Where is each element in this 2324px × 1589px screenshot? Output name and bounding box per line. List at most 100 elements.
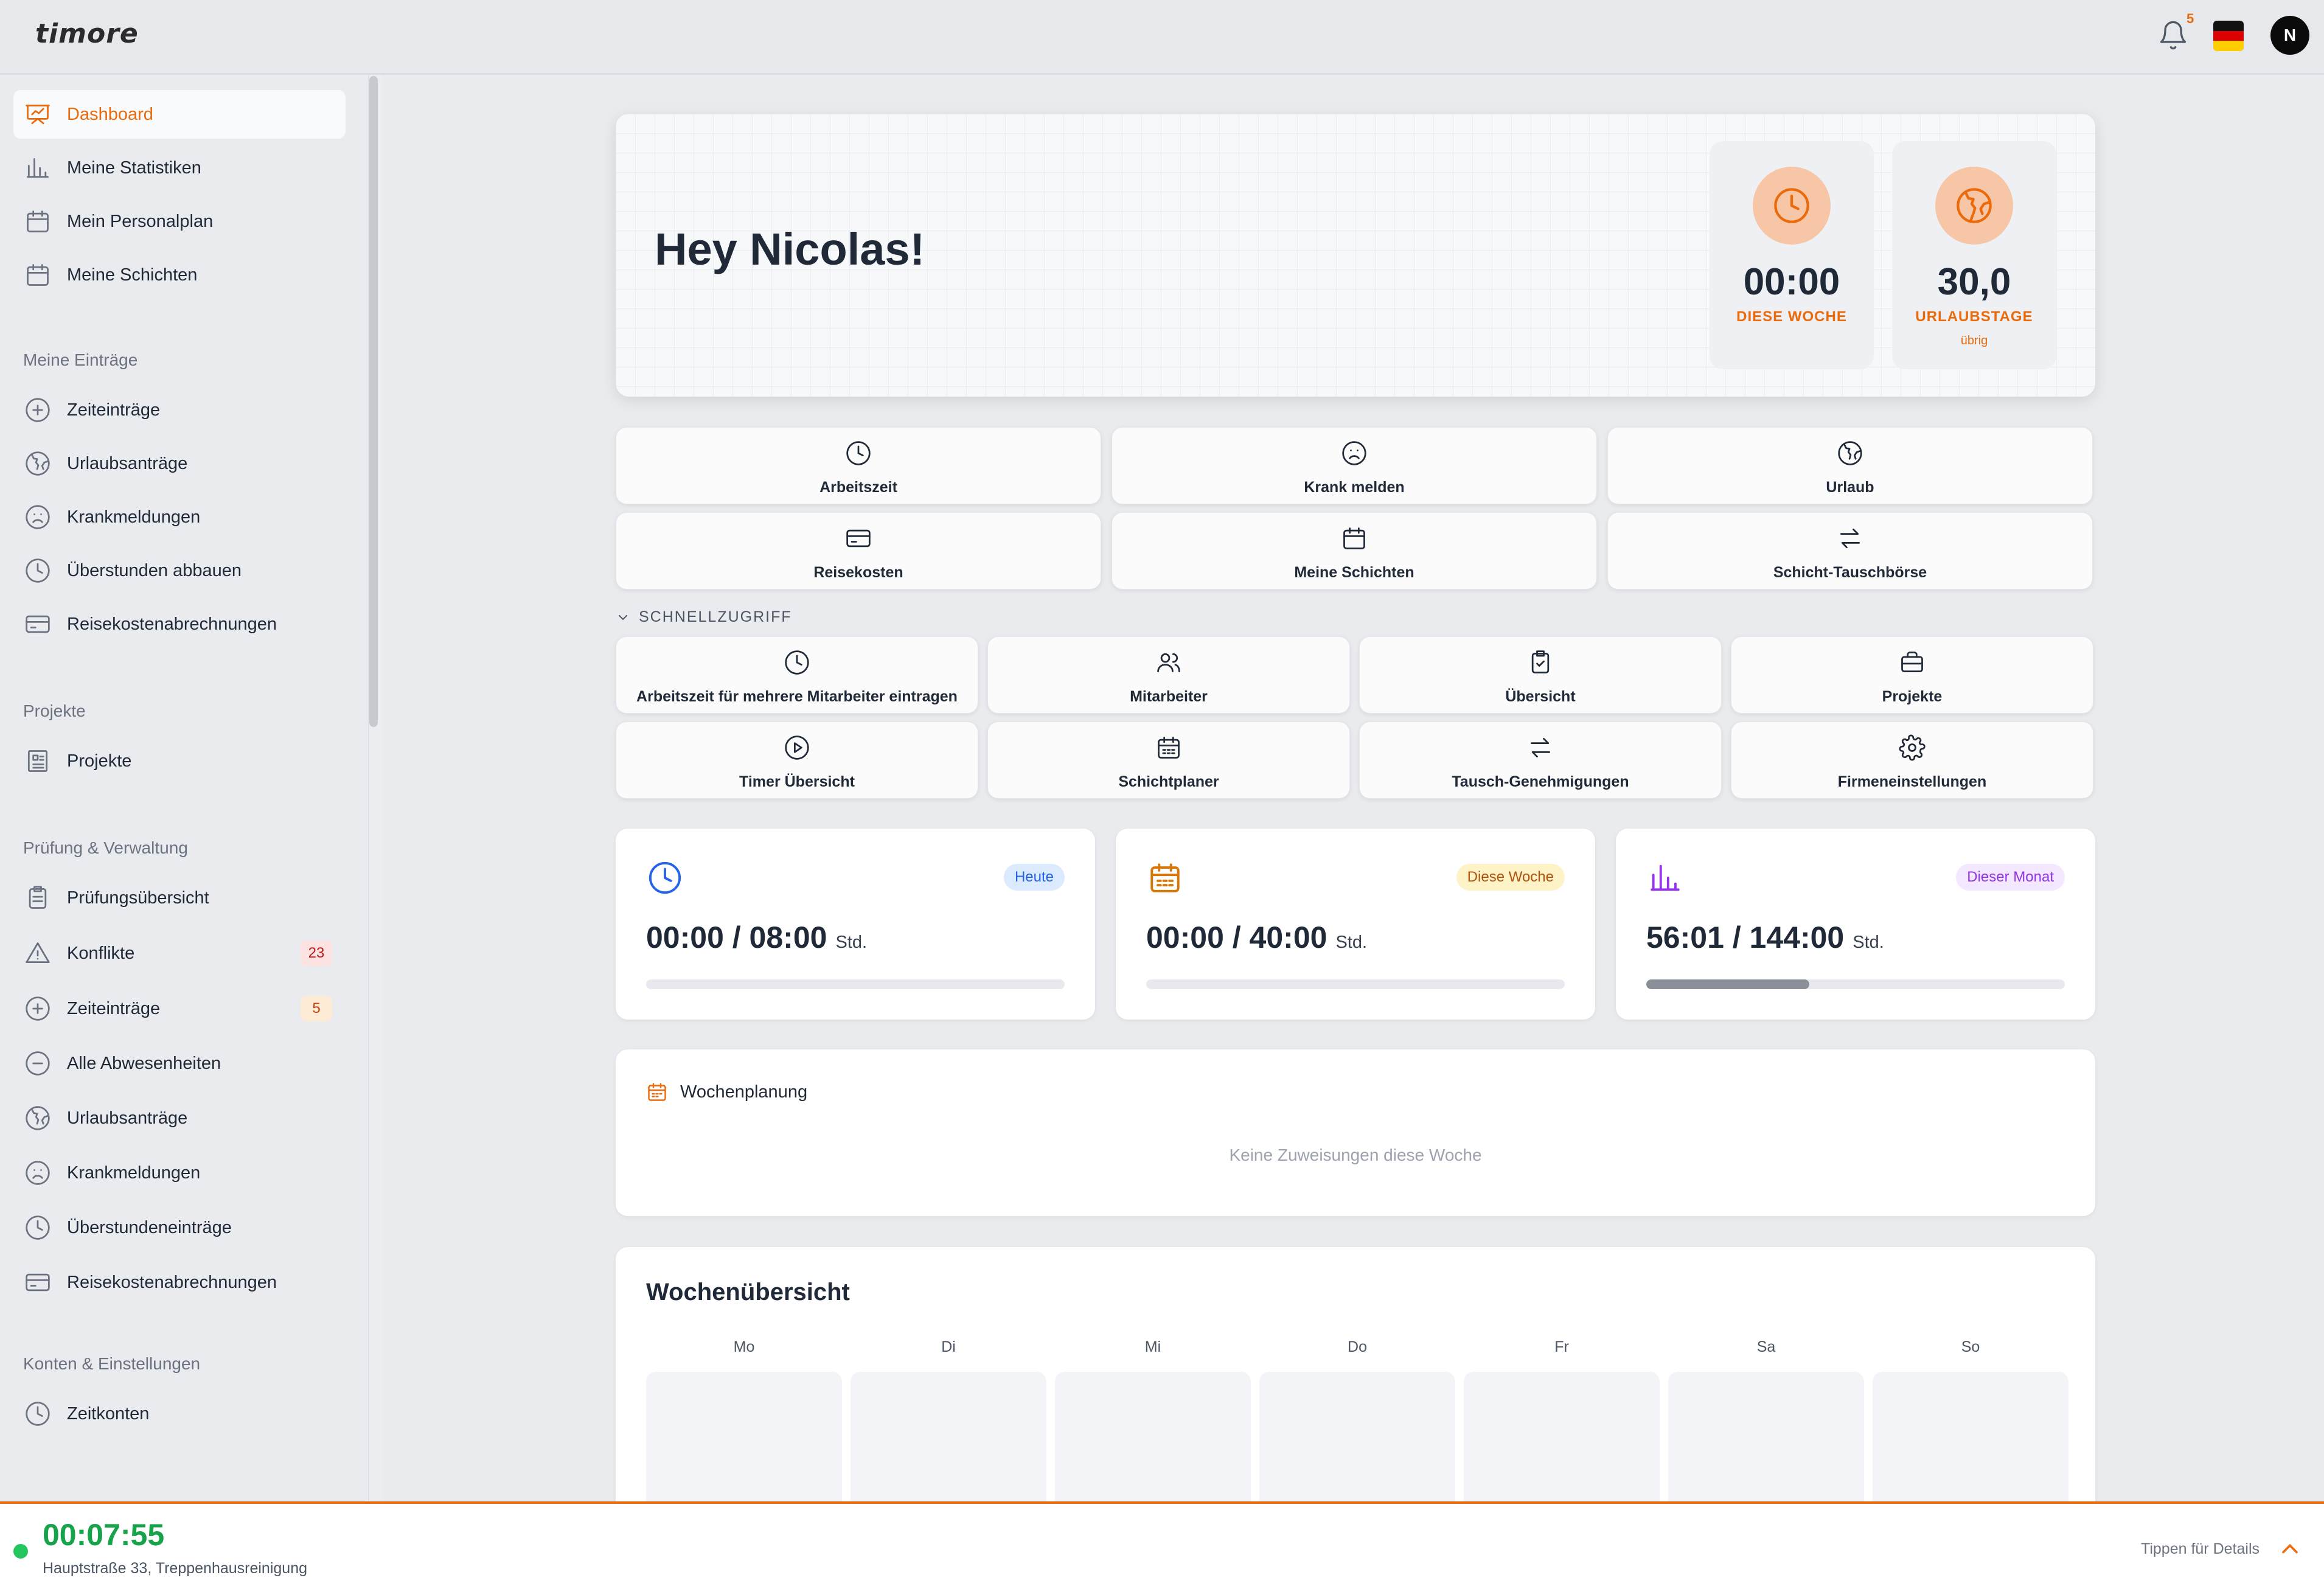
hours-value: 56:01 / 144:00 Std. [1646, 920, 1884, 955]
clock-icon [24, 1214, 51, 1241]
sidebar-section-title: Meine Einträge [23, 350, 138, 369]
action-meine-schichten[interactable]: Meine Schichten [1112, 512, 1597, 589]
quick-arbeitszeit-fur-mehrere-mitarbeiter-eintragen[interactable]: Arbeitszeit für mehrere Mitarbeiter eint… [616, 636, 978, 714]
quick-timer-ubersicht[interactable]: Timer Übersicht [616, 721, 978, 799]
action-label: Arbeitszeit [819, 479, 897, 496]
welcome-hero: Hey Nicolas! 00:00 DIESE WOCHE 30,0 URLA… [616, 114, 2095, 397]
sidebar-section-title: Konten & Einstellungen [23, 1354, 201, 1373]
sidebar-item-krankmeldungen[interactable]: Krankmeldungen [13, 1149, 346, 1197]
week-planning-title: Wochenplanung [680, 1082, 808, 1102]
bar-chart-icon [1647, 860, 1683, 895]
plus-circle-icon [24, 397, 51, 423]
bar-chart-icon [24, 155, 51, 181]
quick-schichtplaner[interactable]: Schichtplaner [987, 721, 1350, 799]
app-logo[interactable]: timore [35, 18, 139, 49]
week-hours-value: 00:00 [1743, 261, 1840, 303]
hours-value-text: 00:00 / 08:00 [646, 920, 827, 954]
sidebar-item-dashboard[interactable]: Dashboard [13, 90, 346, 139]
quick-mitarbeiter[interactable]: Mitarbeiter [987, 636, 1350, 714]
swap-icon [1837, 525, 1863, 552]
day-cell[interactable] [851, 1372, 1046, 1521]
action-urlaub[interactable]: Urlaub [1607, 427, 2093, 504]
sidebar-item-zeitkonten[interactable]: Zeitkonten [13, 1389, 346, 1438]
day-cell[interactable] [1259, 1372, 1455, 1521]
users-icon [1155, 649, 1182, 676]
sidebar-item-label: Zeiteinträge [67, 998, 161, 1018]
quick-projekte[interactable]: Projekte [1731, 636, 2093, 714]
notification-bell-icon[interactable] [2157, 19, 2189, 51]
sidebar-item-label: Konflikte [67, 943, 135, 963]
sidebar-item-meine-statistiken[interactable]: Meine Statistiken [13, 144, 346, 192]
calendar-icon [24, 262, 51, 288]
sidebar-item-label: Zeitkonten [67, 1403, 150, 1424]
hours-unit: Std. [1853, 933, 1884, 952]
quick-firmeneinstellungen[interactable]: Firmeneinstellungen [1731, 721, 2093, 799]
sidebar-item-label: Mein Personalplan [67, 211, 214, 231]
quick-label: Projekte [1882, 688, 1943, 705]
sidebar-item-zeiteintrage[interactable]: Zeiteinträge 5 [13, 984, 346, 1033]
quick-access-title: SCHNELLZUGRIFF [639, 608, 792, 625]
day-cell[interactable] [1055, 1372, 1251, 1521]
clock-icon [845, 440, 872, 467]
sidebar-item-urlaubsantrage[interactable]: Urlaubsanträge [13, 439, 346, 488]
hours-value-text: 56:01 / 144:00 [1646, 920, 1845, 954]
sidebar-item-label: Prüfungsübersicht [67, 888, 209, 908]
chart-presentation-icon [24, 101, 51, 128]
day-cell[interactable] [1668, 1372, 1864, 1521]
sidebar-item-mein-personalplan[interactable]: Mein Personalplan [13, 197, 346, 246]
german-flag-icon[interactable] [2213, 21, 2244, 51]
quick-access-toggle[interactable]: SCHNELLZUGRIFF [616, 608, 792, 626]
sidebar-item-uberstunden-abbauen[interactable]: Überstunden abbauen [13, 546, 346, 595]
day-column-so: So [1873, 1338, 2068, 1521]
calendar-icon [1341, 525, 1368, 552]
action-label: Reisekosten [813, 564, 903, 581]
calendar-icon [646, 1081, 668, 1103]
chevron-up-icon[interactable] [2277, 1535, 2303, 1562]
sidebar-item-zeiteintrage[interactable]: Zeiteinträge [13, 386, 346, 434]
hours-value-text: 00:00 / 40:00 [1146, 920, 1327, 954]
sidebar-item-krankmeldungen[interactable]: Krankmeldungen [13, 493, 346, 541]
sidebar-item-prufungsubersicht[interactable]: Prüfungsübersicht [13, 874, 346, 922]
day-cell[interactable] [1464, 1372, 1660, 1521]
timer-value: 00:07:55 [43, 1518, 165, 1552]
clock-icon [784, 649, 810, 676]
day-cell[interactable] [646, 1372, 842, 1521]
sidebar-item-alle-abwesenheiten[interactable]: Alle Abwesenheiten [13, 1039, 346, 1088]
sidebar-item-uberstundeneintrage[interactable]: Überstundeneinträge [13, 1203, 346, 1252]
action-reisekosten[interactable]: Reisekosten [616, 512, 1101, 589]
globe-icon [24, 450, 51, 477]
sidebar-item-meine-schichten[interactable]: Meine Schichten [13, 251, 346, 299]
warning-icon [24, 940, 51, 967]
hours-value: 00:00 / 08:00 Std. [646, 920, 867, 955]
chevron-down-icon [616, 610, 630, 625]
action-schicht-tauschborse[interactable]: Schicht-Tauschbörse [1607, 512, 2093, 589]
sidebar-scrollbar-thumb[interactable] [369, 76, 378, 727]
vacation-days-value: 30,0 [1937, 261, 2011, 303]
quick-label: Übersicht [1505, 688, 1576, 705]
progress-bar [1646, 979, 2065, 989]
sidebar-item-konflikte[interactable]: Konflikte 23 [13, 929, 346, 978]
quick-ubersicht[interactable]: Übersicht [1359, 636, 1722, 714]
sidebar: Mein BereichDashboardMeine StatistikenMe… [0, 75, 365, 1501]
action-arbeitszeit[interactable]: Arbeitszeit [616, 427, 1101, 504]
vacation-days-sub: übrig [1960, 334, 1988, 347]
sidebar-item-reisekostenabrechnungen[interactable]: Reisekostenabrechnungen [13, 600, 346, 648]
card-icon [24, 611, 51, 638]
quick-label: Schichtplaner [1118, 773, 1219, 790]
sidebar-item-label: Überstundeneinträge [67, 1217, 232, 1237]
hours-unit: Std. [835, 933, 868, 952]
day-name: Fr [1554, 1338, 1569, 1355]
user-avatar[interactable]: N [2270, 16, 2309, 55]
sidebar-item-projekte[interactable]: Projekte [13, 737, 346, 785]
day-cell[interactable] [1873, 1372, 2068, 1521]
sidebar-item-label: Projekte [67, 751, 132, 771]
sidebar-section-title: Prüfung & Verwaltung [23, 838, 188, 857]
running-timer-bar[interactable]: 00:07:55 Hauptstraße 33, Treppenhausrein… [0, 1501, 2324, 1589]
sidebar-item-urlaubsantrage[interactable]: Urlaubsanträge [13, 1094, 346, 1142]
quick-tausch-genehmigungen[interactable]: Tausch-Genehmigungen [1359, 721, 1722, 799]
timer-location: Hauptstraße 33, Treppenhausreinigung [43, 1560, 308, 1577]
timer-details-hint[interactable]: Tippen für Details [2141, 1540, 2260, 1557]
action-krank-melden[interactable]: Krank melden [1112, 427, 1597, 504]
day-column-mo: Mo [646, 1338, 842, 1521]
sidebar-item-reisekostenabrechnungen[interactable]: Reisekostenabrechnungen [13, 1258, 346, 1307]
